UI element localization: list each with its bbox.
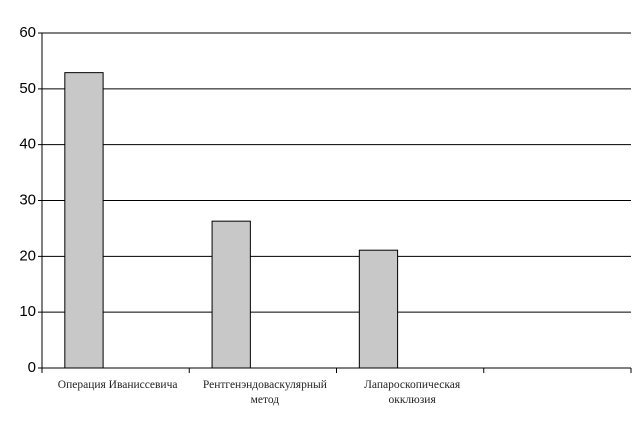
y-tick-label: 10 bbox=[19, 303, 36, 320]
y-tick-label: 40 bbox=[19, 136, 36, 153]
y-tick-label: 30 bbox=[19, 191, 36, 208]
bar bbox=[211, 220, 251, 369]
y-tick-label: 20 bbox=[19, 247, 36, 264]
y-tick-label: 0 bbox=[28, 359, 36, 376]
x-tick-label: Лапароскопическая окклюзия bbox=[364, 379, 461, 406]
y-tick-label: 50 bbox=[19, 80, 36, 97]
bar bbox=[358, 249, 399, 369]
x-tick-label: Операция Иванисcевича bbox=[57, 379, 178, 391]
y-tick-label: 60 bbox=[19, 24, 36, 41]
bar bbox=[64, 72, 104, 369]
x-tick-label: Рентгенэндоваскулярный метод bbox=[202, 379, 327, 406]
